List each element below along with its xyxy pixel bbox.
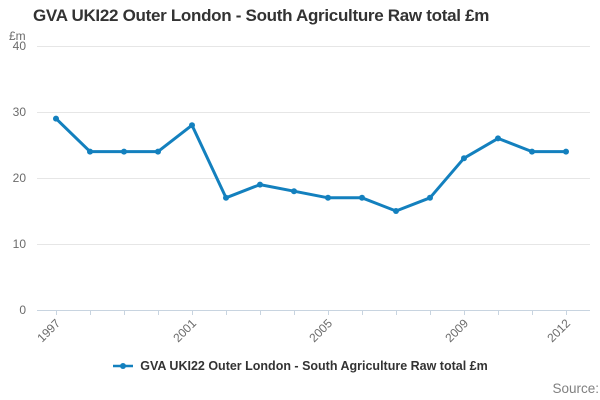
data-point[interactable] bbox=[529, 148, 535, 155]
chart-title: GVA UKI22 Outer London - South Agricultu… bbox=[33, 6, 490, 25]
x-tick-label: 2005 bbox=[306, 316, 335, 345]
data-point[interactable] bbox=[155, 148, 161, 155]
y-axis-unit-label: £m bbox=[9, 29, 26, 43]
x-tick-label: 2001 bbox=[170, 316, 199, 345]
data-point[interactable] bbox=[121, 148, 127, 155]
x-tick-label: 1997 bbox=[34, 316, 63, 345]
source-label: Source: bbox=[552, 381, 599, 396]
y-tick-label: 0 bbox=[19, 303, 26, 317]
data-point[interactable] bbox=[87, 148, 93, 155]
data-point[interactable] bbox=[223, 194, 229, 201]
line-chart-plot: 0 10 20 30 40 1997 2001 2005 2009 2012 bbox=[13, 39, 590, 345]
x-tick-label: 2012 bbox=[544, 316, 573, 345]
legend-line-marker-icon bbox=[113, 363, 134, 369]
y-tick-label: 20 bbox=[13, 171, 27, 185]
series-line bbox=[54, 117, 568, 213]
y-tick-label: 30 bbox=[13, 105, 27, 119]
y-tick-label: 40 bbox=[13, 39, 27, 53]
data-point[interactable] bbox=[563, 148, 569, 155]
legend-item[interactable]: GVA UKI22 Outer London - South Agricultu… bbox=[0, 359, 600, 373]
data-point[interactable] bbox=[495, 135, 501, 142]
data-point[interactable] bbox=[291, 188, 297, 195]
data-point[interactable] bbox=[359, 194, 365, 201]
data-point[interactable] bbox=[461, 155, 467, 162]
data-point[interactable] bbox=[257, 181, 263, 188]
x-tick-label: 2009 bbox=[442, 316, 471, 345]
y-tick-label: 10 bbox=[13, 237, 27, 251]
data-point[interactable] bbox=[325, 194, 331, 201]
data-point[interactable] bbox=[189, 122, 195, 129]
data-point[interactable] bbox=[427, 194, 433, 201]
data-point[interactable] bbox=[393, 208, 399, 214]
legend-label: GVA UKI22 Outer London - South Agricultu… bbox=[140, 359, 488, 373]
data-point[interactable] bbox=[53, 115, 59, 122]
